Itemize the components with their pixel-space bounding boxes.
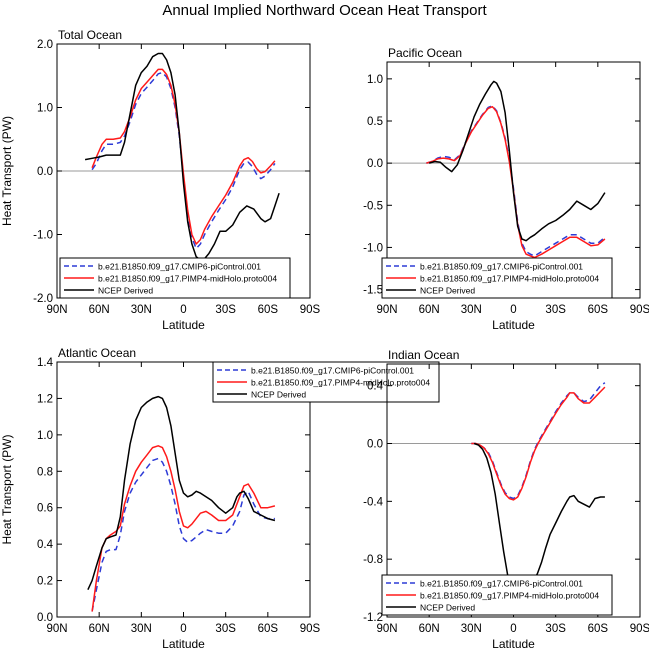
- legend-label: NCEP Derived: [251, 390, 306, 400]
- panel-title: Pacific Ocean: [388, 46, 462, 60]
- legend-box: [381, 257, 613, 299]
- y-tick-label: -2.0: [33, 293, 53, 305]
- x-tick-label: 60N: [89, 304, 110, 316]
- legend-label: NCEP Derived: [98, 286, 153, 296]
- y-tick-label: -0.5: [363, 200, 383, 212]
- x-tick-label: 60S: [258, 304, 279, 316]
- x-tick-label: 0: [510, 623, 516, 635]
- series-line: [471, 386, 606, 501]
- legend-label: b.e21.B1850.f09_g17.CMIP6-piControl.001: [98, 262, 261, 272]
- x-tick-label: 0: [510, 304, 516, 316]
- y-tick-label: 0.0: [37, 166, 53, 178]
- series-line: [91, 71, 276, 250]
- y-tick-label: 2.0: [37, 39, 53, 51]
- x-tick-label: 0: [180, 623, 186, 635]
- x-tick-label: 60N: [419, 304, 440, 316]
- x-axis-label: Latitude: [492, 318, 535, 332]
- series-line: [428, 80, 606, 242]
- legend-label: b.e21.B1850.f09_g17.PIMP4-midHolo.proto0…: [420, 274, 599, 284]
- x-tick-label: 30N: [131, 623, 152, 635]
- legend: b.e21.B1850.f09_g17.CMIP6-piControl.001b…: [381, 574, 613, 616]
- x-tick-label: 30N: [461, 623, 482, 635]
- x-tick-label: 60N: [419, 623, 440, 635]
- x-tick-label: 0: [180, 304, 186, 316]
- series-line: [91, 445, 276, 612]
- x-tick-label: 90N: [46, 623, 67, 635]
- panel-title: Total Ocean: [58, 28, 122, 42]
- y-axis-label: Heat Transport (PW): [0, 116, 14, 226]
- series-line: [426, 105, 606, 259]
- y-tick-label: 0.5: [367, 116, 383, 128]
- legend-box: [59, 257, 291, 299]
- y-tick-label: -0.8: [363, 554, 383, 566]
- series-line: [87, 395, 276, 591]
- series-line: [84, 52, 280, 261]
- panel-title: Indian Ocean: [388, 348, 459, 362]
- legend-label: b.e21.B1850.f09_g17.CMIP6-piControl.001: [251, 366, 414, 376]
- x-axis-label: Latitude: [162, 637, 205, 651]
- legend-label: b.e21.B1850.f09_g17.CMIP6-piControl.001: [420, 579, 583, 589]
- y-tick-label: 1.2: [37, 393, 53, 405]
- x-axis-label: Latitude: [492, 637, 535, 651]
- x-tick-label: 60S: [588, 304, 609, 316]
- x-tick-label: 30S: [215, 304, 236, 316]
- y-tick-label: 0.0: [367, 439, 383, 451]
- legend: b.e21.B1850.f09_g17.CMIP6-piControl.001b…: [212, 361, 440, 403]
- y-tick-label: 0.0: [367, 158, 383, 170]
- y-tick-label: -1.0: [33, 230, 53, 242]
- y-axis-label: Heat Transport (PW): [0, 434, 14, 544]
- series-line: [91, 68, 276, 245]
- legend: b.e21.B1850.f09_g17.CMIP6-piControl.001b…: [59, 257, 291, 299]
- panel-indian-ocean: 90N 60N 30N 0 30S 60S 90S -1.2 -0.8 -0.4 0.0 0.4 Ind…: [363, 348, 649, 651]
- x-tick-label: 60S: [588, 623, 609, 635]
- figure-title: Annual Implied Northward Ocean Heat Tran…: [162, 2, 487, 19]
- panel-total-ocean: 90N 60N 30N 0 30S 60S 90S -2.0 -1.0 0.0 1.0 2.0 Tota…: [0, 28, 321, 332]
- series-line: [91, 457, 275, 612]
- panel-pacific-ocean: 90N 60N 30N 0 30S 60S 90S -1.5 -1.0 -0.5 0.0 0.5 1.0…: [363, 46, 649, 332]
- series-line: [426, 105, 606, 257]
- y-tick-label: 0.4: [367, 381, 384, 393]
- legend-label: b.e21.B1850.f09_g17.PIMP4-midHolo.proto0…: [98, 274, 277, 284]
- legend-label: b.e21.B1850.f09_g17.PIMP4-midHolo.proto0…: [420, 591, 599, 601]
- panel-atlantic-ocean: 90N 60N 30N 0 30S 60S 90S 0.0 0.2 0.4 0.6 0.8 1.0 1.2…: [0, 346, 440, 651]
- legend-label: b.e21.B1850.f09_g17.PIMP4-midHolo.proto0…: [251, 378, 430, 388]
- y-tick-label: -1.0: [363, 242, 383, 254]
- legend-label: NCEP Derived: [420, 286, 475, 296]
- y-tick-label: 1.4: [37, 357, 54, 369]
- y-tick-label: -0.4: [363, 496, 383, 508]
- y-tick-label: -1.5: [363, 285, 383, 297]
- x-tick-label: 90N: [376, 623, 397, 635]
- y-tick-label: -1.2: [363, 612, 383, 624]
- y-tick-label: 0.2: [37, 576, 53, 588]
- y-tick-label: 1.0: [37, 430, 53, 442]
- y-tick-label: 1.0: [37, 103, 53, 115]
- x-tick-label: 30S: [545, 304, 566, 316]
- legend-box: [212, 361, 440, 403]
- y-tick-label: 0.4: [37, 539, 54, 551]
- x-tick-label: 90S: [630, 623, 649, 635]
- x-tick-label: 90S: [300, 304, 321, 316]
- y-tick-label: 1.0: [367, 74, 383, 86]
- panel-title: Atlantic Ocean: [58, 346, 136, 360]
- x-tick-label: 30S: [545, 623, 566, 635]
- x-tick-label: 90N: [46, 304, 67, 316]
- x-axis-label: Latitude: [162, 318, 205, 332]
- x-tick-label: 30N: [131, 304, 152, 316]
- legend-box: [381, 574, 613, 616]
- legend: b.e21.B1850.f09_g17.CMIP6-piControl.001b…: [381, 257, 613, 299]
- x-tick-label: 90S: [630, 304, 649, 316]
- x-tick-label: 90N: [376, 304, 397, 316]
- y-tick-label: 0.0: [37, 612, 53, 624]
- x-tick-label: 60S: [258, 623, 279, 635]
- legend-label: b.e21.B1850.f09_g17.CMIP6-piControl.001: [420, 262, 583, 272]
- x-tick-label: 30N: [461, 304, 482, 316]
- x-tick-label: 90S: [300, 623, 321, 635]
- x-tick-label: 30S: [215, 623, 236, 635]
- y-tick-label: 0.6: [37, 503, 53, 515]
- legend-label: NCEP Derived: [420, 603, 475, 613]
- x-tick-label: 60N: [89, 623, 110, 635]
- y-tick-label: 0.8: [37, 466, 53, 478]
- series-line: [471, 382, 606, 500]
